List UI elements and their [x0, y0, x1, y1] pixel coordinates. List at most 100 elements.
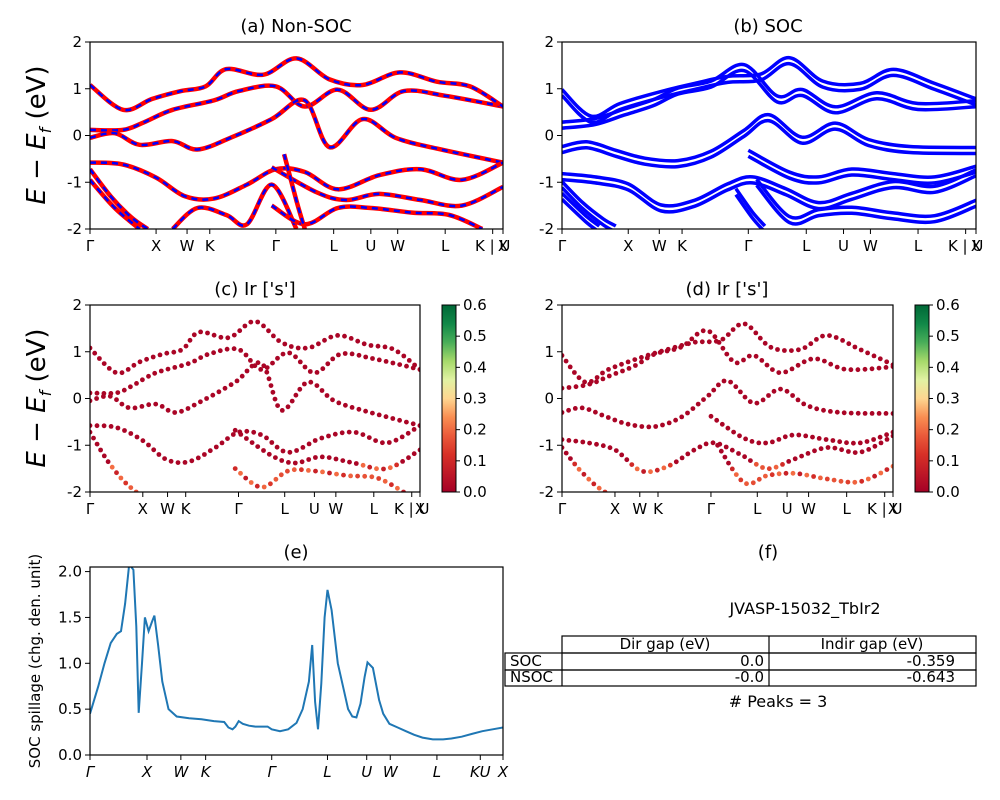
x-tick-label-6: U: [309, 500, 320, 518]
y-tick-label-3: 1.5: [58, 608, 82, 626]
band-1-point-35: [295, 345, 301, 351]
band-1-point-24: [706, 339, 712, 345]
band-3-point-27: [258, 432, 263, 437]
band-5-point-0: [232, 427, 238, 433]
band-3-point-25: [244, 428, 250, 434]
band-1-point-43: [820, 333, 825, 339]
band-1-point-5: [582, 379, 587, 385]
band-2-point-27: [728, 379, 733, 385]
table-row-nsoc-indir: -0.643: [907, 668, 955, 686]
band-3-point-40: [812, 448, 817, 454]
band-6-point-25: [395, 485, 400, 491]
band-0-point-43: [822, 358, 827, 364]
band-2-point-46: [841, 410, 847, 416]
band-2-point-18: [204, 396, 210, 401]
band-3-point-29: [742, 454, 747, 460]
band-6-point-20: [831, 477, 837, 483]
band-4-point-3: [572, 461, 578, 467]
band-2-point-33: [760, 397, 766, 403]
table-row-nsoc-dir: -0.0: [735, 668, 764, 686]
band-upper-8: [734, 187, 767, 228]
band-5-point-9: [286, 460, 291, 465]
band-0-point-39: [795, 362, 801, 368]
x-tick-label-10: X: [415, 500, 425, 518]
band-3-point-19: [679, 455, 685, 461]
band-6-point-11: [769, 472, 775, 478]
band-2-point-35: [279, 408, 285, 413]
band-2-point-21: [222, 385, 228, 391]
band-3-point-15: [182, 460, 188, 465]
y-tick-label-0: 0.0: [58, 746, 82, 764]
band-6-point-3: [248, 480, 254, 485]
band-0-point-49: [390, 360, 396, 366]
band-2-point-43: [319, 388, 325, 393]
band-0-point-26: [720, 345, 726, 351]
band-1-point-2: [97, 356, 102, 361]
band-0-point-5: [121, 387, 127, 393]
band-1-point-51: [401, 353, 407, 359]
band-5-point-13: [789, 432, 795, 438]
band-2-point-31: [747, 399, 753, 405]
band-2-point-24: [239, 373, 245, 379]
band-0-point-32: [287, 350, 293, 356]
band-3-point-12: [634, 466, 640, 472]
band-0-point-6: [600, 376, 606, 382]
band-upper-2: [562, 112, 976, 163]
band-1-point-15: [178, 348, 183, 353]
band-lower-8: [734, 193, 765, 229]
panel-f-title: (f): [758, 542, 778, 563]
colorbar-tick-label-6: 0.6: [463, 296, 487, 314]
band-5-point-12: [306, 457, 312, 462]
band-1-point-10: [612, 364, 618, 370]
band-5-point-17: [340, 458, 346, 463]
band-4-point-1: [91, 435, 96, 441]
band-1-point-40: [328, 334, 334, 340]
band-1-point-25: [713, 338, 719, 344]
x-tick-label-9: K | U: [867, 500, 902, 518]
band-1-point-23: [699, 339, 705, 345]
band-5-point-1: [714, 417, 720, 423]
band-1-point-24: [231, 332, 237, 338]
band-2-point-51: [876, 411, 882, 416]
x-tick-label-4: Γ: [707, 500, 716, 518]
band-1-point-1: [92, 350, 98, 356]
band-3-point-5: [122, 428, 127, 433]
band-0-point-4: [115, 390, 121, 395]
band-3-point-35: [780, 462, 785, 467]
band-0-point-8: [613, 371, 619, 376]
band-3-point-39: [805, 451, 811, 456]
band-3-point-13: [168, 458, 174, 464]
band-1-point-38: [789, 348, 794, 353]
band-5-point-4: [731, 429, 736, 435]
band-1-point-17: [187, 337, 193, 343]
x-tick-label-10: X: [971, 237, 981, 255]
band-1-point-29: [261, 323, 266, 329]
panel-f-gap-table: (f) JVASP-15032_TbIr2 Dir gap (eV) Indir…: [504, 542, 977, 711]
y-tick-label-2: 1.0: [58, 654, 82, 672]
band-3-point-51: [884, 437, 890, 442]
band-3-point-20: [685, 451, 691, 457]
band-red-4: [90, 167, 150, 229]
colorbar-tick-label-3: 0.3: [463, 390, 487, 408]
band-1-point-46: [368, 343, 374, 348]
band-5-point-23: [381, 466, 386, 472]
band-0-point-48: [383, 359, 389, 364]
band-2-point-14: [179, 408, 184, 414]
band-2-point-25: [716, 382, 721, 388]
band-3-point-7: [607, 445, 613, 451]
y-tick-label-2: 0: [72, 127, 82, 145]
band-1-point-29: [736, 322, 741, 328]
band-2-point-30: [266, 376, 272, 382]
band-0-point-33: [293, 354, 298, 360]
band-0-point-50: [397, 362, 403, 367]
band-1-point-13: [164, 350, 170, 356]
band-1-point-43: [348, 336, 354, 341]
y-label-row2: E − Ef (eV): [22, 328, 55, 467]
band-6-point-21: [369, 474, 375, 480]
band-3-point-1: [94, 423, 100, 429]
y-tick-label-2: 0: [72, 390, 82, 408]
band-3-point-18: [673, 459, 679, 465]
band-0-point-34: [297, 359, 303, 365]
table-row-soc-label: SOC: [510, 652, 542, 670]
band-3-point-30: [274, 444, 280, 450]
